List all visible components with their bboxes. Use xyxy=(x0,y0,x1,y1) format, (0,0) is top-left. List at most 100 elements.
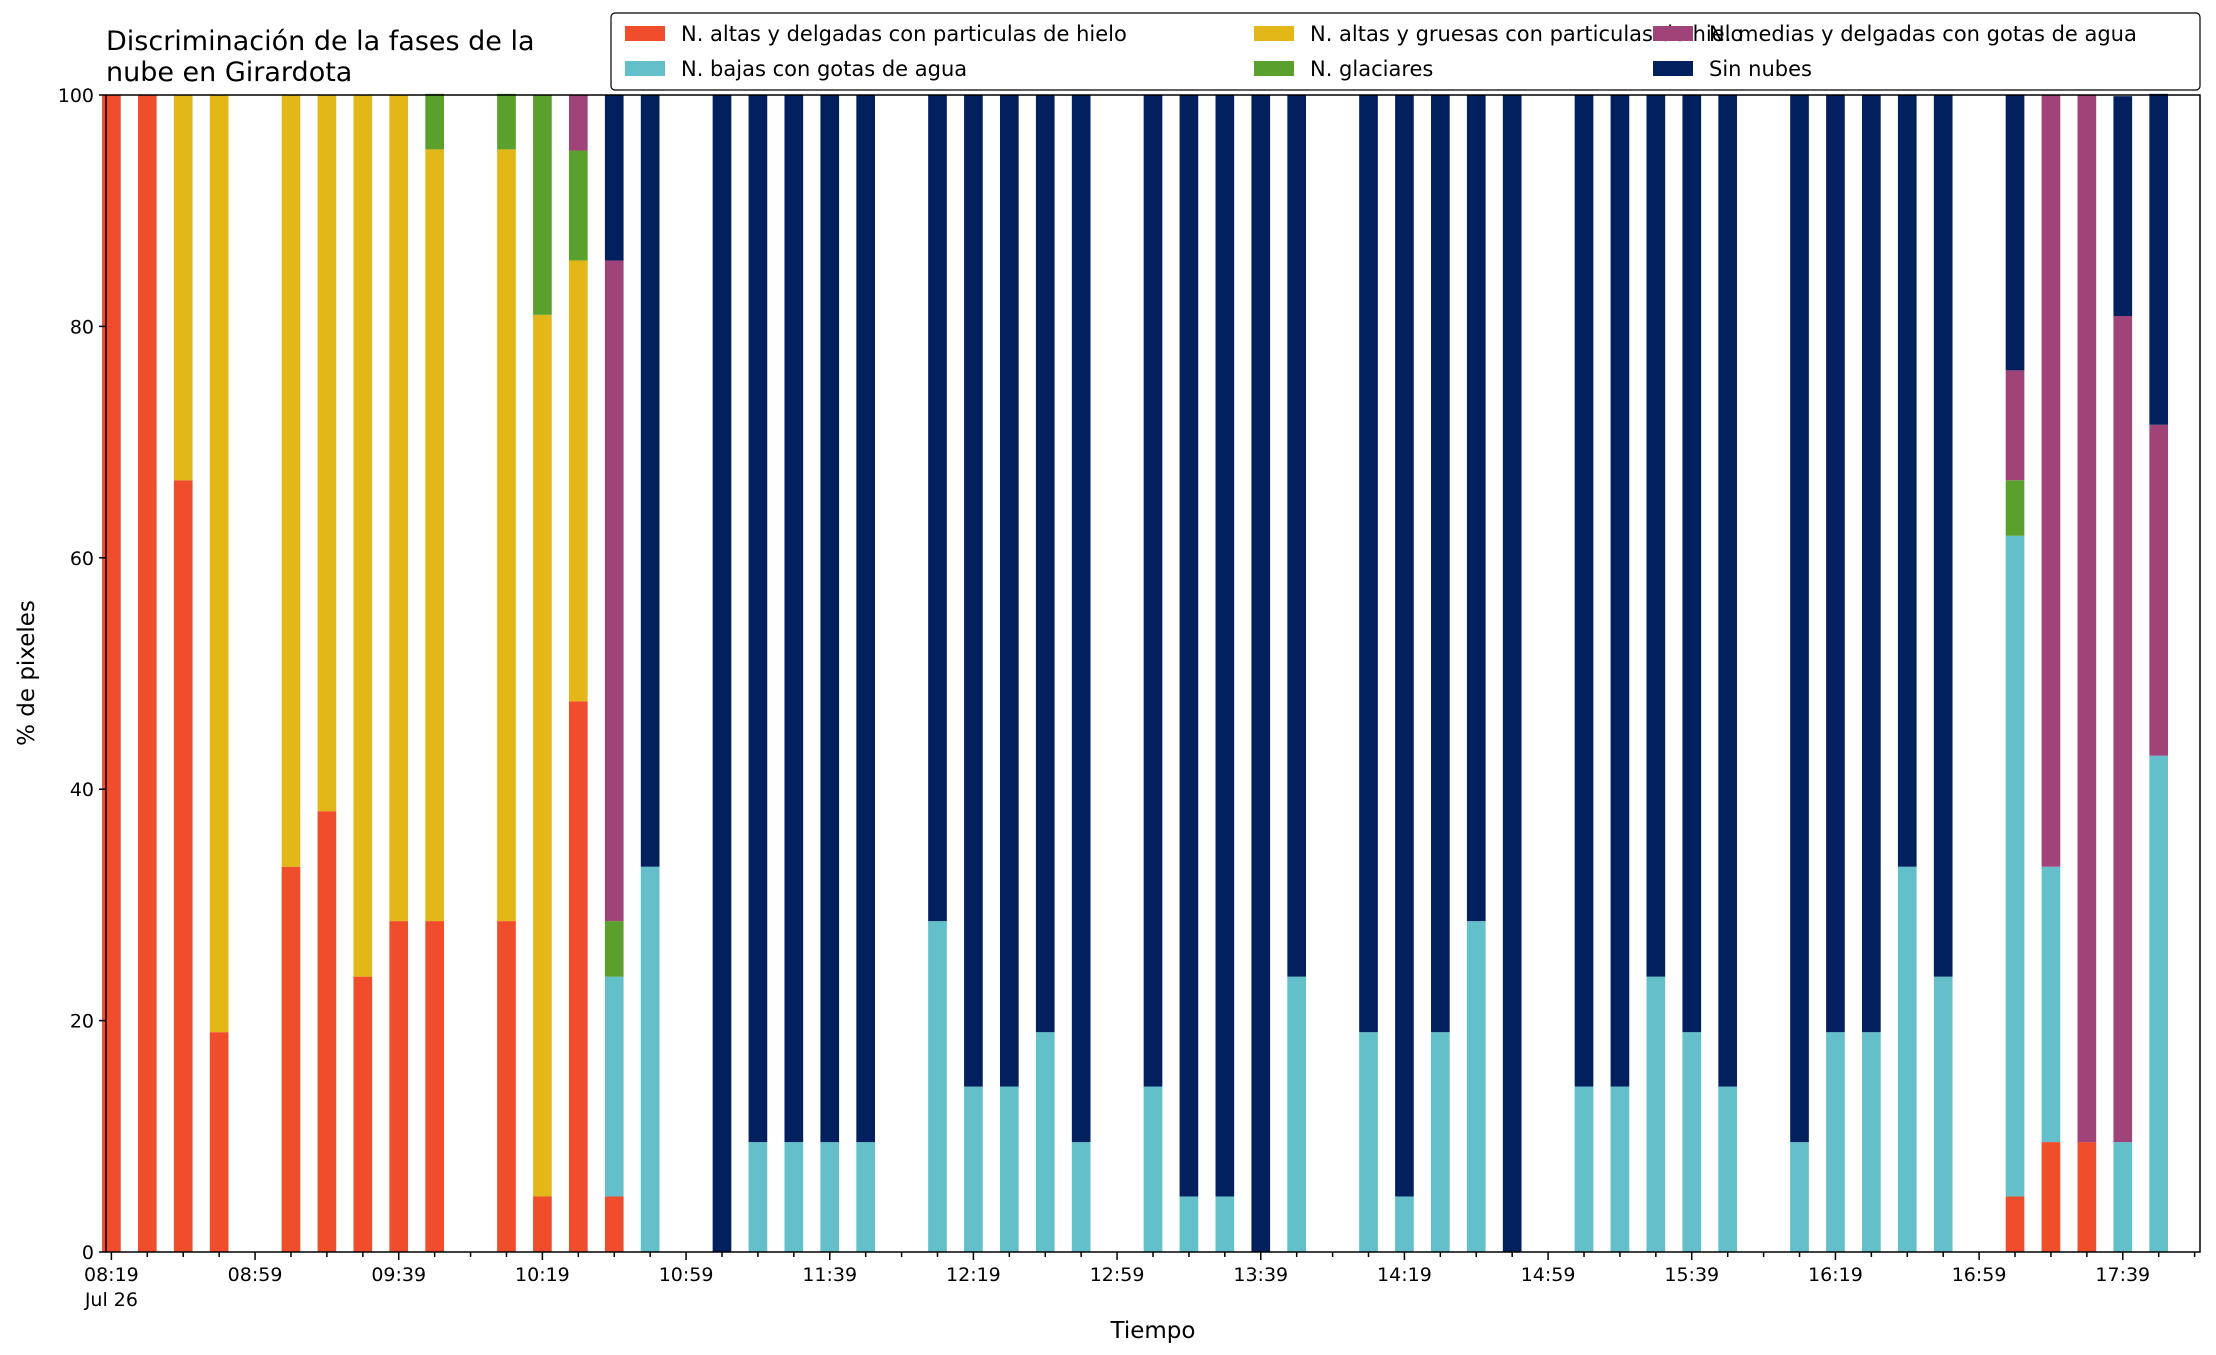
x-tick-label: 08:19 xyxy=(84,1264,139,1286)
bar-segment xyxy=(1826,1032,1845,1252)
bar-segment xyxy=(640,866,660,1252)
legend-swatch xyxy=(1653,26,1693,41)
bar-segment xyxy=(137,95,157,1252)
bar-segment xyxy=(1466,921,1486,1252)
bar-segment xyxy=(1646,95,1666,977)
bar-segment xyxy=(1933,976,1953,1252)
bar-segment xyxy=(2077,95,2097,1143)
bar-segment xyxy=(425,93,444,150)
legend-swatch xyxy=(625,61,665,76)
y-tick-label: 60 xyxy=(70,548,94,570)
bar-segment xyxy=(2005,535,2025,1197)
bar-segment xyxy=(712,95,732,1252)
bar-segment xyxy=(1287,95,1307,977)
bar-segment xyxy=(1215,1196,1235,1252)
bar-segment xyxy=(1682,1032,1702,1252)
bar-segment xyxy=(1862,95,1881,1033)
bar-segment xyxy=(1035,1032,1055,1252)
bar-segment xyxy=(1718,1086,1738,1252)
bar-segment xyxy=(1718,95,1738,1087)
bar-segment xyxy=(497,149,516,922)
y-tick-label: 0 xyxy=(82,1242,94,1264)
bar-segment xyxy=(1071,95,1091,1143)
legend-swatch xyxy=(1653,61,1693,76)
bar-segment xyxy=(209,95,229,1033)
y-tick-label: 40 xyxy=(70,779,94,801)
bar-segment xyxy=(1431,1032,1450,1252)
bar-segment xyxy=(2041,1142,2061,1252)
y-tick-label: 100 xyxy=(58,85,94,107)
bar-segment xyxy=(1179,1196,1199,1252)
bar-segment xyxy=(2041,866,2061,1143)
bar-segment xyxy=(748,1142,768,1252)
bar-segment xyxy=(784,1142,804,1252)
bar-segment xyxy=(102,95,121,1252)
x-axis-label: Tiempo xyxy=(1110,1318,1196,1344)
bar-segment xyxy=(281,866,301,1252)
legend-label: N. medias y delgadas con gotas de agua xyxy=(1709,22,2137,46)
x-tick-date-label: Jul 26 xyxy=(84,1289,138,1311)
bar-segment xyxy=(1502,95,1522,1252)
bar-segment xyxy=(1143,1086,1163,1252)
bar-segment xyxy=(568,260,588,702)
bar-segment xyxy=(604,921,624,977)
bar-segment xyxy=(173,480,193,1252)
bar-segment xyxy=(2149,755,2169,1252)
bar-segment xyxy=(2149,424,2169,756)
bar-segment xyxy=(2005,1196,2025,1252)
legend-swatch xyxy=(625,26,665,41)
bar-segment xyxy=(497,93,516,150)
bar-segment xyxy=(317,811,337,1252)
bar-segment xyxy=(604,260,624,922)
x-tick-label: 16:19 xyxy=(1808,1264,1863,1286)
x-tick-label: 14:19 xyxy=(1377,1264,1432,1286)
x-tick-label: 08:59 xyxy=(228,1264,283,1286)
bar-segment xyxy=(604,95,624,261)
bar-segment xyxy=(1610,95,1630,1087)
bar-segment xyxy=(856,1142,875,1252)
bar-segment xyxy=(2005,480,2025,536)
bar-segment xyxy=(1862,1032,1881,1252)
x-tick-label: 13:39 xyxy=(1233,1264,1288,1286)
bar-segment xyxy=(1682,95,1702,1033)
bar-segment xyxy=(2113,315,2133,1143)
x-tick-label: 10:19 xyxy=(515,1264,570,1286)
bar-segment xyxy=(389,95,409,922)
legend-label: N. altas y delgadas con particulas de hi… xyxy=(681,22,1127,46)
bar-segment xyxy=(533,314,552,1197)
bar-segment xyxy=(568,150,588,261)
bar-segment xyxy=(568,701,588,1252)
bar-segment xyxy=(209,1032,229,1252)
bar-segment xyxy=(173,95,193,481)
chart-title: Discriminación de la fases de la nube en … xyxy=(106,26,535,88)
bar-segment xyxy=(2113,1142,2133,1252)
legend-box xyxy=(610,12,2201,91)
chart-title-line: nube en Girardota xyxy=(106,57,352,88)
x-tick-label: 17:39 xyxy=(2095,1264,2150,1286)
y-axis: 0 20 40 60 80 100 xyxy=(58,85,106,1264)
chart-title-line: Discriminación de la fases de la xyxy=(106,26,535,57)
bar-segment xyxy=(964,1086,983,1252)
bar-segment xyxy=(604,976,624,1197)
bar-segment xyxy=(2113,96,2133,316)
bar-segment xyxy=(1071,1142,1091,1252)
bar-segment xyxy=(964,95,983,1087)
bar-segment xyxy=(820,1142,840,1252)
x-tick-label: 10:59 xyxy=(659,1264,714,1286)
bar-segment xyxy=(820,95,840,1143)
legend-label: N. glaciares xyxy=(1310,57,1433,81)
x-tick-label: 12:19 xyxy=(946,1264,1001,1286)
bar-segment xyxy=(928,921,947,1252)
bar-segment xyxy=(1790,1142,1809,1252)
bar-segment xyxy=(1466,95,1486,922)
bar-segment xyxy=(1359,95,1378,1033)
bar-segment xyxy=(2041,95,2061,867)
bar-segment xyxy=(1574,1086,1594,1252)
y-tick-label: 80 xyxy=(70,316,94,338)
x-axis: 08:19 Jul 26 08:59 09:39 10:19 10:59 11:39 12:1… xyxy=(84,1252,2196,1311)
bar-segment xyxy=(353,95,373,977)
bar-segment xyxy=(999,1086,1019,1252)
bar-segment xyxy=(533,95,552,315)
bar-segment xyxy=(2077,1142,2097,1252)
bar-segment xyxy=(1897,95,1917,867)
